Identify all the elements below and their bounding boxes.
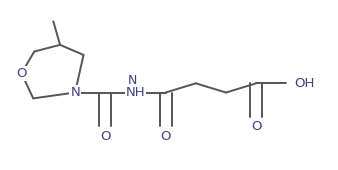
Text: O: O — [251, 120, 261, 133]
Text: N: N — [128, 74, 138, 87]
Text: OH: OH — [295, 77, 315, 90]
Text: O: O — [100, 130, 111, 142]
Text: O: O — [161, 130, 171, 142]
Text: H: H — [131, 84, 140, 97]
Text: O: O — [16, 67, 27, 80]
Text: N: N — [70, 86, 80, 99]
Text: NH: NH — [126, 86, 145, 99]
